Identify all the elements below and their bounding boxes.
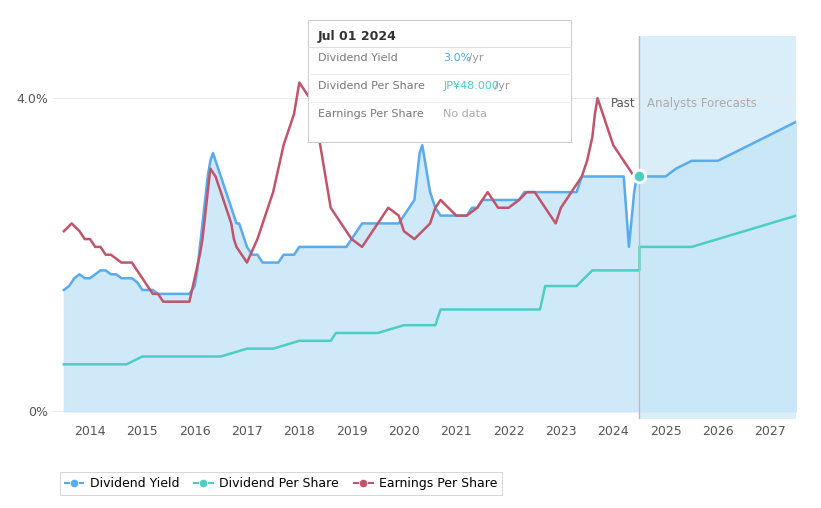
Text: Dividend Yield: Dividend Yield <box>318 53 397 63</box>
Text: 3.0%: 3.0% <box>443 53 471 63</box>
Text: Analysts Forecasts: Analysts Forecasts <box>647 97 757 110</box>
Text: JP¥48.000: JP¥48.000 <box>443 81 499 91</box>
Text: Dividend Per Share: Dividend Per Share <box>318 81 424 91</box>
Text: No data: No data <box>443 109 487 119</box>
Text: /yr: /yr <box>465 53 484 63</box>
Text: Earnings Per Share: Earnings Per Share <box>318 109 424 119</box>
Legend: Dividend Yield, Dividend Per Share, Earnings Per Share: Dividend Yield, Dividend Per Share, Earn… <box>60 472 502 495</box>
Bar <box>640 36 796 419</box>
Text: Past: Past <box>611 97 635 110</box>
Text: Jul 01 2024: Jul 01 2024 <box>318 29 397 43</box>
Text: /yr: /yr <box>491 81 510 91</box>
